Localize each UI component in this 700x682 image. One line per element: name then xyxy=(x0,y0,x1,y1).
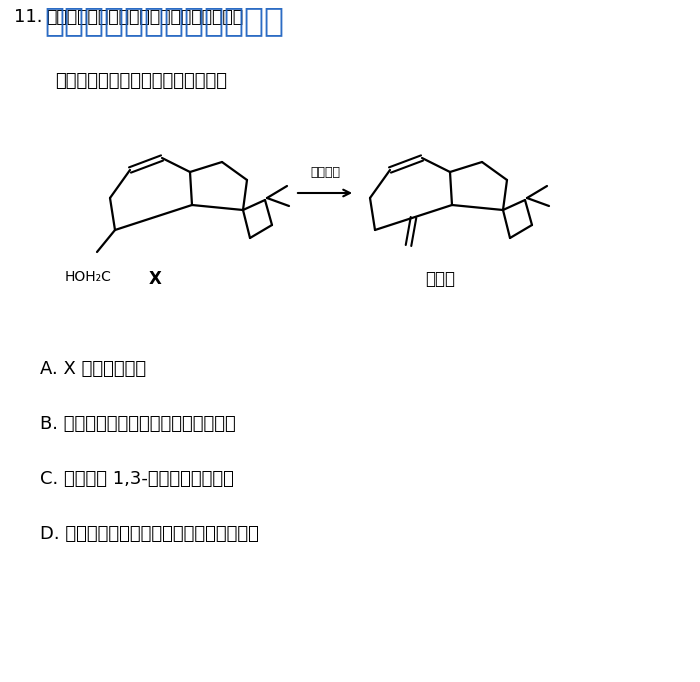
Text: 微借图含石竹烯茉莉奥溢，如图烯替案经如: 微借图含石竹烯茉莉奥溢，如图烯替案经如 xyxy=(46,8,243,26)
Text: HOH₂C: HOH₂C xyxy=(65,270,112,284)
Text: B. 二者均能发生氧化、取代、加聚反应: B. 二者均能发生氧化、取代、加聚反应 xyxy=(40,415,236,433)
Text: X: X xyxy=(148,270,162,288)
Text: 一定条件: 一定条件 xyxy=(310,166,340,179)
Text: A. X 属于不饱和烃: A. X 属于不饱和烃 xyxy=(40,360,146,378)
Text: 图所示转化制得。下列说法正确的是: 图所示转化制得。下列说法正确的是 xyxy=(55,72,227,90)
Text: 11.: 11. xyxy=(14,8,43,26)
Text: 石竹烯: 石竹烯 xyxy=(425,270,455,288)
Text: 微借公众号关注：趣找答案: 微借公众号关注：趣找答案 xyxy=(44,4,284,37)
Text: D. 石竹烯含苯环的同分异构体能与溴水反应: D. 石竹烯含苯环的同分异构体能与溴水反应 xyxy=(40,525,259,543)
Text: C. 石竹烯与 1,3-丁二烯互为同系物: C. 石竹烯与 1,3-丁二烯互为同系物 xyxy=(40,470,234,488)
